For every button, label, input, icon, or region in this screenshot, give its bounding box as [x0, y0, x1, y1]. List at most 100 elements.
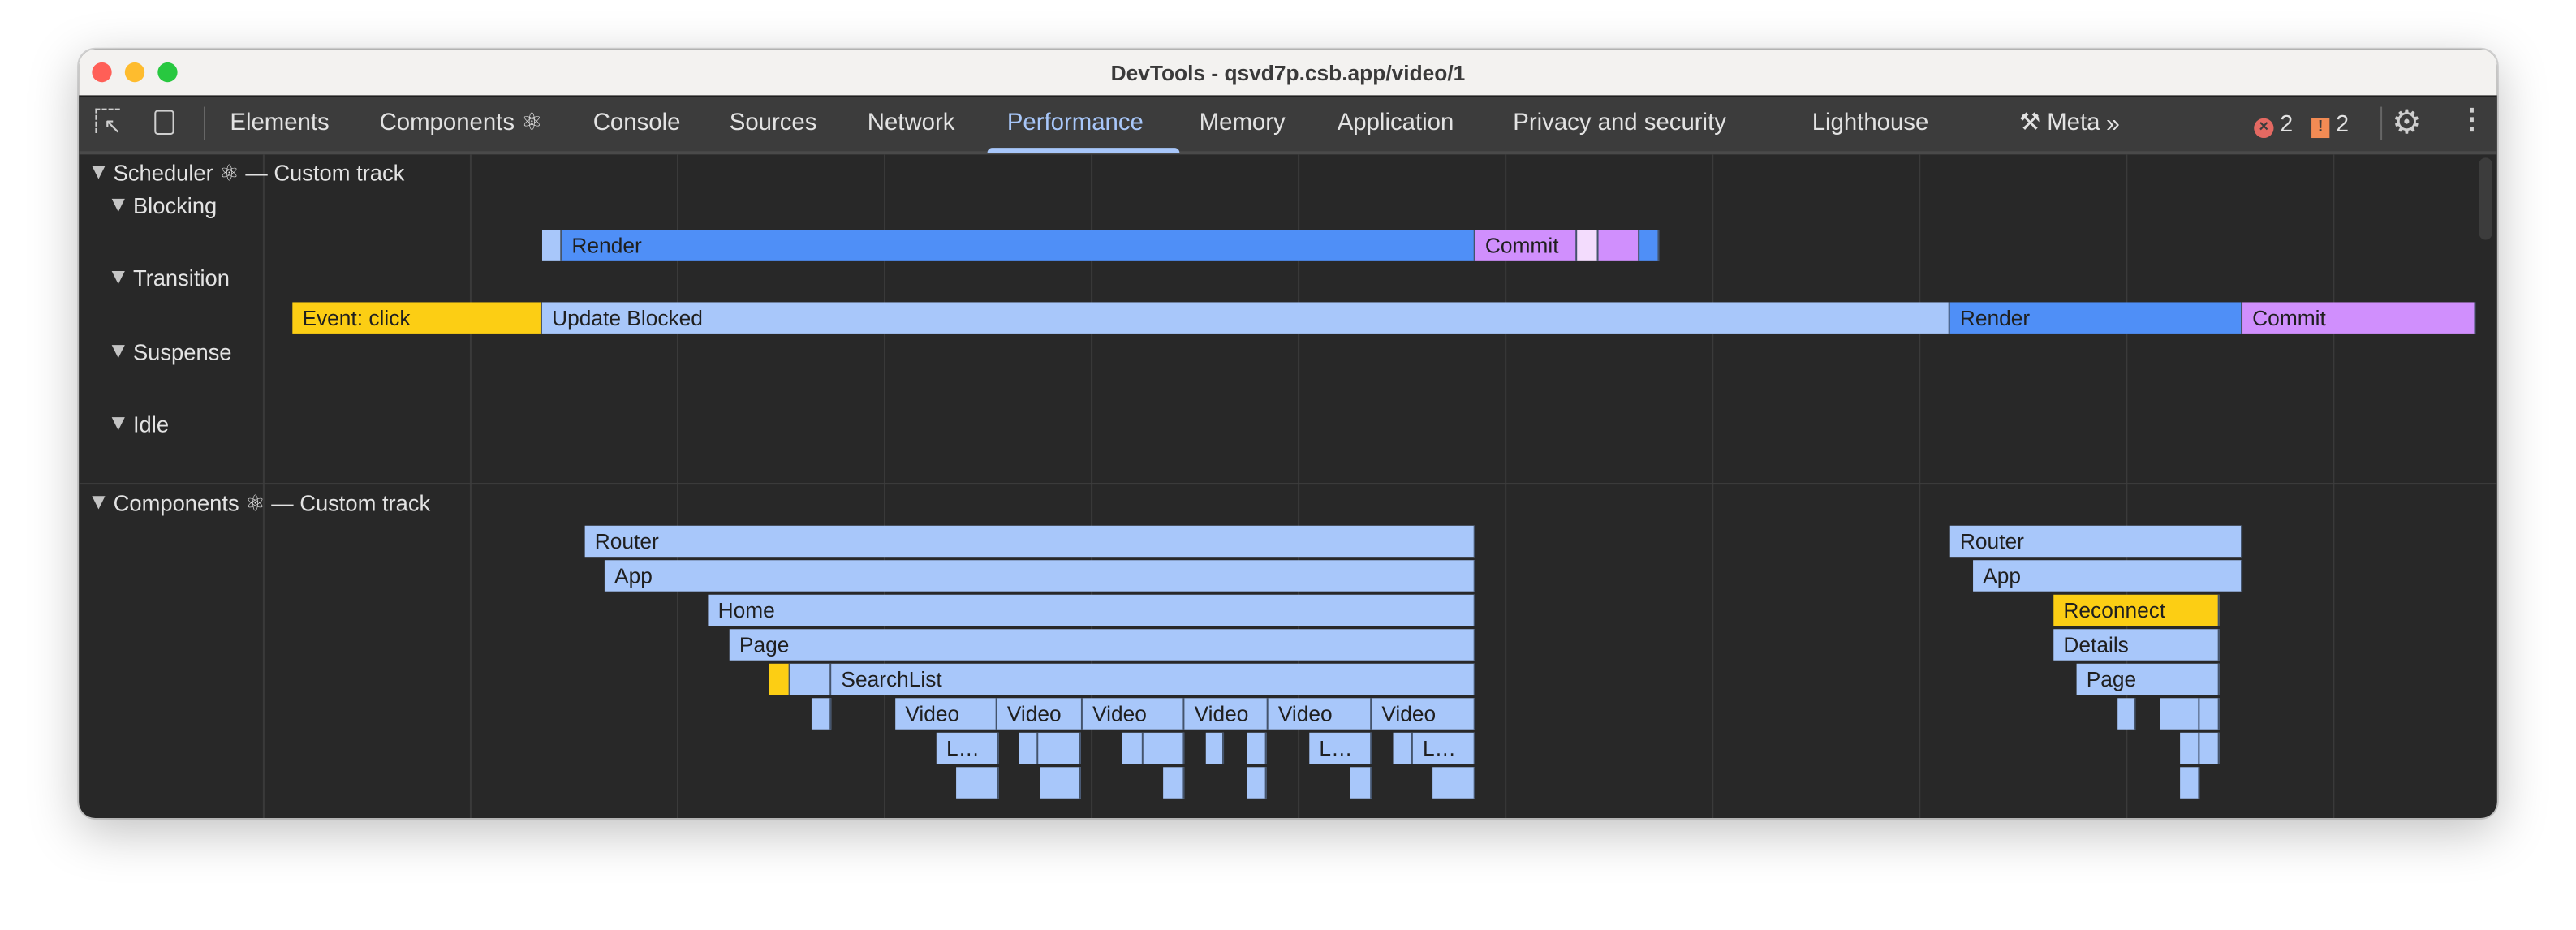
- component-bar[interactable]: [2117, 698, 2136, 730]
- component-bar[interactable]: Reconnect: [2053, 594, 2220, 626]
- component-bar[interactable]: L…: [1412, 732, 1475, 764]
- component-bar[interactable]: [1038, 732, 1081, 764]
- component-bar[interactable]: Video: [997, 698, 1083, 730]
- tab-label: Elements: [230, 110, 330, 137]
- collapse-triangle-icon: [92, 496, 106, 510]
- timeline-gridline: [262, 154, 265, 819]
- tab-memory[interactable]: Memory: [1200, 110, 1286, 136]
- tab-application[interactable]: Application: [1338, 110, 1454, 136]
- vertical-scrollbar[interactable]: [2479, 157, 2492, 240]
- component-bar[interactable]: [1122, 732, 1144, 764]
- component-bar[interactable]: Details: [2053, 629, 2220, 661]
- warnings-button[interactable]: ! 2: [2311, 110, 2349, 139]
- tab-label: Meta: [2047, 110, 2100, 137]
- component-bar[interactable]: [1143, 732, 1185, 764]
- minimize-window-button[interactable]: [124, 62, 145, 83]
- lane-blocking[interactable]: Blocking: [111, 194, 217, 218]
- timeline-gridline: [469, 154, 472, 819]
- timeline-gridline: [2126, 154, 2128, 819]
- component-bar[interactable]: [1432, 767, 1475, 799]
- performance-timeline[interactable]: Scheduler ⚛ — Custom track Blocking Trans…: [79, 154, 2497, 819]
- component-bar[interactable]: [1163, 767, 1185, 799]
- tab-privacy[interactable]: Privacy and security: [1513, 110, 1726, 136]
- component-bar[interactable]: [2160, 698, 2200, 730]
- settings-gear-icon[interactable]: ⚙: [2392, 105, 2422, 142]
- inspect-element-icon[interactable]: ↖: [95, 108, 122, 138]
- tab-components[interactable]: Components ⚛: [380, 110, 543, 136]
- component-bar[interactable]: App: [604, 560, 1475, 592]
- tab-label: Memory: [1199, 110, 1286, 137]
- tab-console[interactable]: Console: [593, 110, 681, 136]
- component-bar[interactable]: [1040, 767, 1081, 799]
- component-bar[interactable]: [956, 767, 999, 799]
- components-track-header[interactable]: Components ⚛ — Custom track: [92, 491, 430, 517]
- component-bar[interactable]: Video: [895, 698, 997, 730]
- tab-network[interactable]: Network: [868, 110, 955, 136]
- component-bar[interactable]: [1205, 732, 1225, 764]
- scheduler-event-bar[interactable]: [541, 230, 562, 261]
- collapse-triangle-icon: [111, 345, 125, 359]
- timeline-gridline: [1919, 154, 1921, 819]
- tab-lighthouse[interactable]: Lighthouse: [1812, 110, 1929, 136]
- component-bar[interactable]: App: [1973, 560, 2243, 592]
- component-bar[interactable]: Video: [1268, 698, 1372, 730]
- device-toolbar-icon[interactable]: [154, 110, 174, 135]
- component-bar[interactable]: [2199, 698, 2220, 730]
- component-bar[interactable]: Video: [1082, 698, 1185, 730]
- tab-label: Application: [1337, 110, 1454, 137]
- component-bar[interactable]: [1393, 732, 1413, 764]
- component-bar[interactable]: [769, 663, 790, 695]
- component-bar[interactable]: Router: [1949, 525, 2243, 558]
- scheduler-event-bar[interactable]: Render: [1949, 302, 2243, 334]
- component-bar[interactable]: Video: [1184, 698, 1269, 730]
- component-bar[interactable]: [790, 663, 832, 695]
- close-window-button[interactable]: [92, 62, 112, 83]
- errors-button[interactable]: × 2: [2254, 110, 2293, 139]
- scheduler-event-bar[interactable]: [1577, 230, 1599, 261]
- lane-idle[interactable]: Idle: [111, 412, 169, 437]
- component-bar[interactable]: Video: [1372, 698, 1475, 730]
- tab-performance[interactable]: Performance: [1007, 110, 1144, 136]
- component-bar[interactable]: [2180, 732, 2200, 764]
- component-bar[interactable]: Home: [708, 594, 1475, 626]
- lane-label: Transition: [132, 265, 230, 291]
- scheduler-event-bar[interactable]: [1598, 230, 1640, 261]
- scheduler-event-bar[interactable]: Commit: [2242, 302, 2476, 334]
- component-bar[interactable]: L…: [1309, 732, 1372, 764]
- scheduler-event-bar[interactable]: Event: click: [292, 302, 542, 334]
- scheduler-event-bar[interactable]: [1639, 230, 1660, 261]
- component-bar[interactable]: [1019, 732, 1039, 764]
- window-title: DevTools - qsvd7p.csb.app/video/1: [1110, 60, 1466, 86]
- tab-sources[interactable]: Sources: [730, 110, 817, 136]
- timeline-gridline: [1091, 154, 1093, 819]
- scheduler-track-header[interactable]: Scheduler ⚛ — Custom track: [92, 161, 404, 187]
- component-bar[interactable]: [2180, 767, 2200, 799]
- maximize-window-button[interactable]: [157, 62, 178, 83]
- component-bar[interactable]: L…: [936, 732, 999, 764]
- warning-icon: !: [2311, 118, 2330, 139]
- component-bar[interactable]: Page: [2076, 663, 2220, 695]
- component-bar[interactable]: Page: [729, 629, 1475, 661]
- collapse-triangle-icon: [111, 417, 125, 431]
- component-bar[interactable]: [1247, 732, 1267, 764]
- tab-label: Lighthouse: [1811, 110, 1929, 137]
- component-bar[interactable]: SearchList: [831, 663, 1475, 695]
- scheduler-event-bar[interactable]: Commit: [1475, 230, 1578, 261]
- lane-transition[interactable]: Transition: [111, 265, 230, 291]
- tab-meta[interactable]: ⚒ Meta: [2019, 110, 2100, 136]
- warning-count: 2: [2336, 110, 2349, 137]
- scheduler-event-bar[interactable]: Update Blocked: [541, 302, 1950, 334]
- more-options-kebab-icon[interactable]: ⋮: [2458, 103, 2486, 135]
- component-bar[interactable]: [2199, 732, 2220, 764]
- timeline-gridline: [1298, 154, 1300, 819]
- collapse-triangle-icon: [111, 198, 125, 213]
- more-tabs-button[interactable]: »: [2106, 110, 2120, 139]
- component-bar[interactable]: [811, 698, 832, 730]
- active-tab-indicator: [987, 148, 1180, 153]
- component-bar[interactable]: Router: [584, 525, 1475, 558]
- component-bar[interactable]: [1247, 767, 1267, 799]
- component-bar[interactable]: [1350, 767, 1372, 799]
- tab-elements[interactable]: Elements: [230, 110, 329, 136]
- scheduler-event-bar[interactable]: Render: [562, 230, 1475, 261]
- lane-suspense[interactable]: Suspense: [111, 340, 232, 364]
